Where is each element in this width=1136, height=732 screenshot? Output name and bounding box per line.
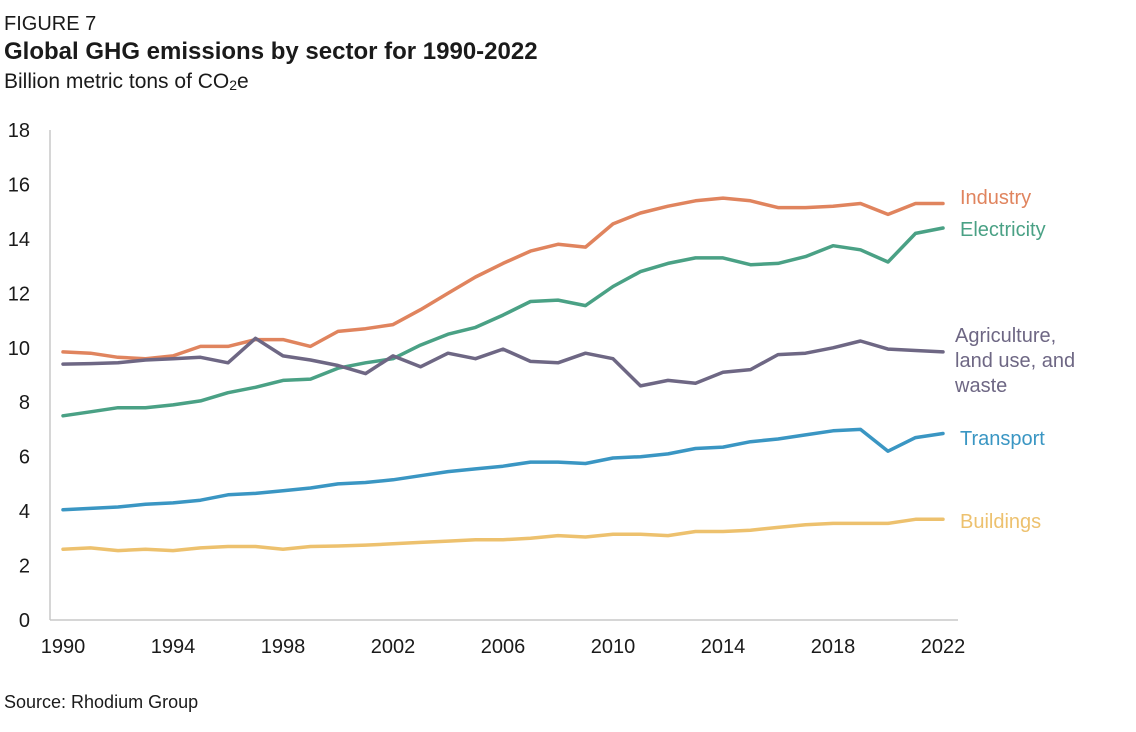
source-note: Source: Rhodium Group	[4, 692, 199, 712]
series-label: Industry	[960, 187, 1031, 209]
chart-header: FIGURE 7 Global GHG emissions by sector …	[4, 12, 538, 99]
y-tick-label: 14	[8, 229, 30, 251]
y-tick-label: 10	[8, 338, 30, 360]
series-line-electricity	[61, 226, 945, 418]
y-tick-label: 0	[19, 610, 30, 632]
series-label: waste	[954, 375, 1007, 397]
chart-subtitle: Billion metric tons of CO2e	[4, 68, 538, 99]
subtitle-suffix: e	[237, 70, 249, 93]
figure-label: FIGURE 7	[4, 13, 97, 35]
y-tick-label: 16	[8, 174, 30, 196]
series-line-transport	[61, 427, 945, 512]
series-line-buildings	[61, 517, 945, 553]
x-tick-label: 2014	[701, 636, 746, 658]
x-tick-label: 2006	[481, 636, 526, 658]
series-line-industry	[61, 196, 945, 361]
y-tick-label: 6	[19, 447, 30, 469]
series-label: land use, and	[955, 350, 1075, 372]
y-tick-label: 8	[19, 392, 30, 414]
x-tick-label: 2002	[371, 636, 416, 658]
y-tick-label: 4	[19, 501, 30, 523]
series-label: Electricity	[960, 219, 1046, 241]
x-tick-label: 2010	[591, 636, 636, 658]
subtitle-text: Billion metric tons of CO	[4, 70, 230, 93]
series-label: Buildings	[960, 511, 1041, 533]
chart-title: Global GHG emissions by sector for 1990-…	[4, 38, 538, 65]
subtitle-subscript: 2	[229, 77, 238, 93]
y-tick-label: 12	[8, 283, 30, 305]
y-tick-label: 18	[8, 120, 30, 142]
series-label: Transport	[960, 428, 1045, 450]
series-line-agriculture	[61, 336, 945, 388]
y-tick-label: 2	[19, 556, 30, 578]
x-tick-label: 2022	[921, 636, 966, 658]
x-tick-label: 1994	[151, 636, 196, 658]
series-label: Agriculture,	[955, 325, 1056, 347]
x-tick-label: 1998	[261, 636, 306, 658]
x-tick-label: 2018	[811, 636, 856, 658]
x-tick-label: 1990	[41, 636, 86, 658]
